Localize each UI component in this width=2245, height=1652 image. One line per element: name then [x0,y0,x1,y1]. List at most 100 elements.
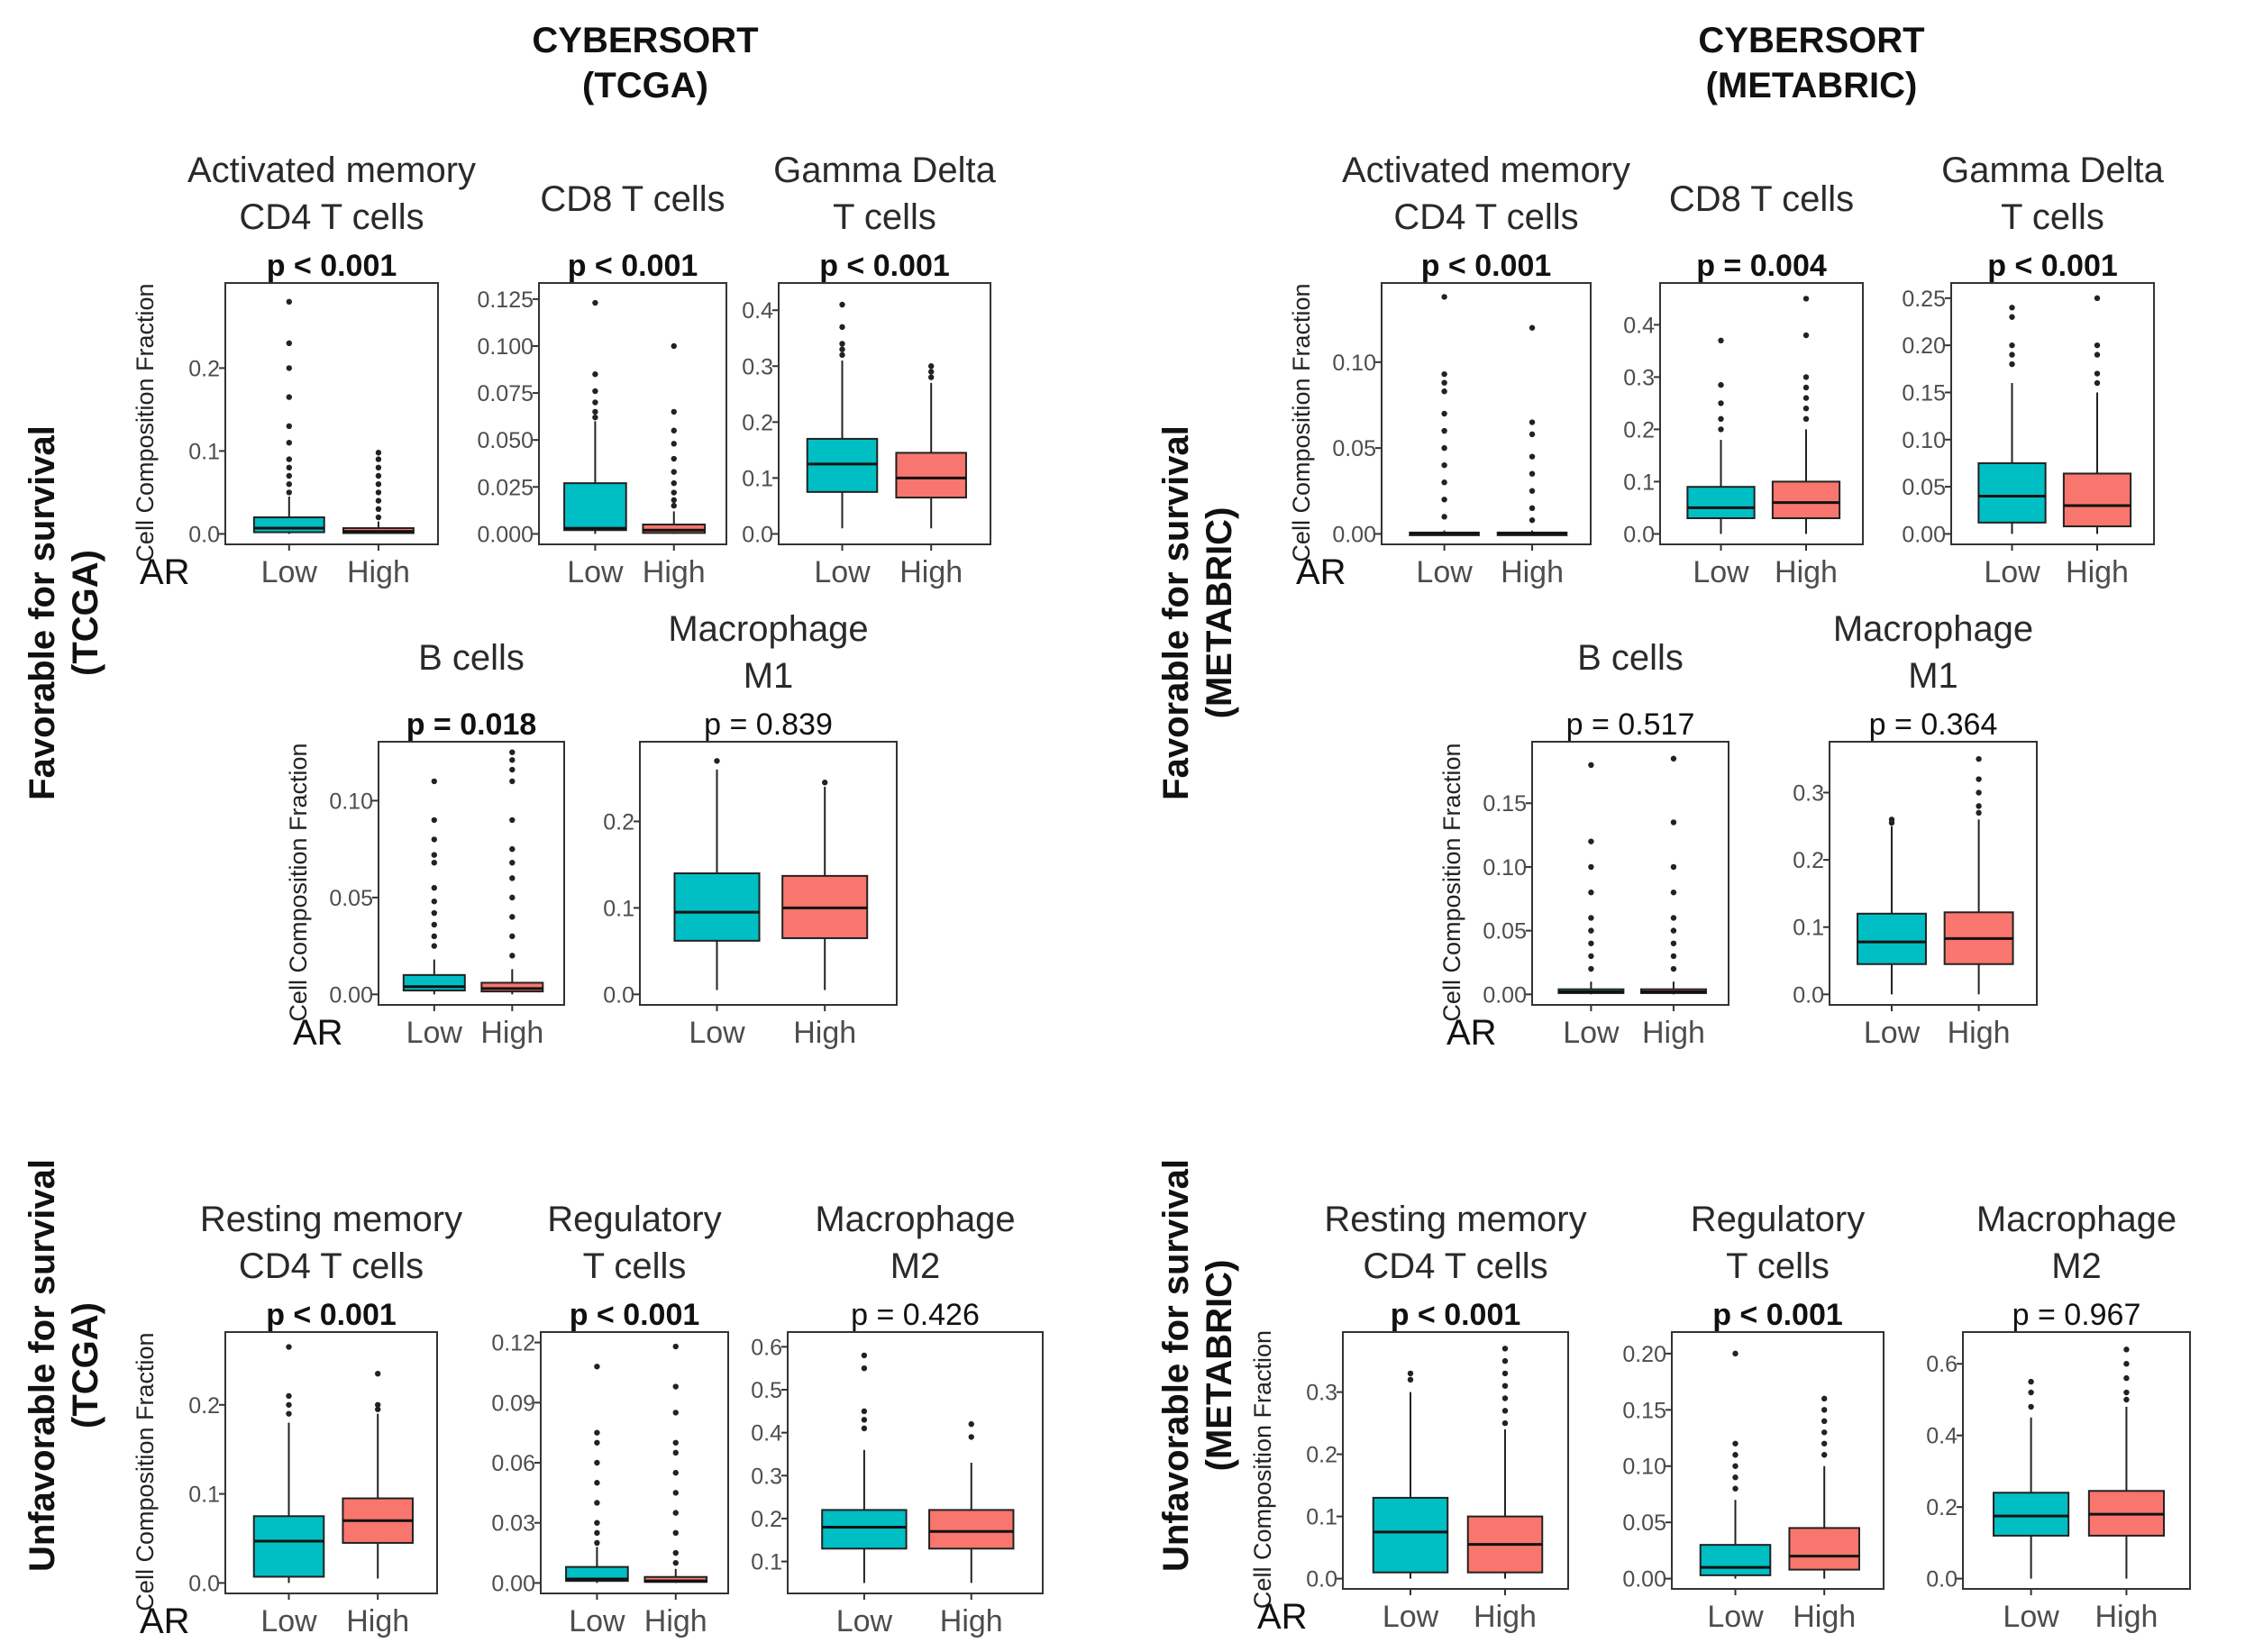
outlier-point [1501,1357,1509,1364]
outlier-point [672,1510,679,1516]
outlier-point [431,943,437,949]
outlier-point [1588,890,1594,896]
panel-title-line2: T cells [833,197,936,237]
boxplot-panel-1: CD8 T cells p < 0.001 0.000 0.025 0.050 0.075… [477,179,727,589]
row-label-favorable-tcga: Favorable for survival (TCGA) [23,425,105,800]
outlier-point [592,399,598,406]
y-tick-label: 0.4 [742,298,773,324]
y-tick-label: 0.05 [1622,1511,1666,1536]
x-category-label: High [1474,1600,1537,1634]
group-label-ar: AR [1446,1013,1497,1053]
outlier-point [1732,1350,1739,1357]
x-category-label: High [940,1604,1003,1638]
panel-title-line1: Resting memory [200,1200,462,1239]
outlier-point [2123,1396,2130,1403]
outlier-point [1588,953,1594,960]
box-body [252,516,325,534]
panel-frame [224,1331,438,1594]
box-high [342,1370,414,1579]
p-value-label: p < 0.001 [568,249,698,283]
outlier-point [2094,370,2101,377]
y-tick-label: 0.075 [477,381,534,406]
outlier-point [861,1417,868,1423]
y-tick-label: 0.2 [742,410,773,435]
outlier-point [509,914,516,920]
box-high [480,749,544,995]
box-body [402,973,466,992]
panel-title-line2: M2 [2051,1246,2102,1286]
box-body [673,872,761,942]
outlier-point [1441,444,1447,452]
y-tick-label: 0.0 [1793,982,1824,1008]
x-category-label: High [2094,1600,2158,1634]
box-high [642,342,707,534]
y-tick-label: 0.06 [491,1451,535,1476]
outlier-point [286,1401,292,1408]
outlier-point [375,1370,381,1377]
outlier-point [1718,337,1724,343]
outlier-point [431,884,437,891]
outlier-point [375,464,382,470]
y-tick-label: 0.2 [1793,848,1824,873]
panel-title-line2: CD8 T cells [1669,179,1854,219]
outlier-point [2094,295,2101,302]
y-tick-label: 0.4 [751,1421,782,1447]
outlier-point [1670,927,1677,934]
outlier-point [1976,755,1982,762]
outlier-point [509,778,516,785]
y-axis-title: Cell Composition Fraction [1249,1330,1276,1609]
p-value-label: p = 0.517 [1566,707,1695,742]
box-body [806,437,879,493]
outlier-point [1718,415,1724,422]
x-category-label: High [644,1604,707,1638]
outlier-point [672,1529,679,1537]
y-tick-label: 0.3 [1623,365,1655,390]
outlier-point [286,489,292,496]
outlier-point [1888,819,1895,826]
outlier-point [1588,863,1594,871]
x-category-label: High [1793,1600,1856,1634]
outlier-point [1732,1463,1739,1469]
outlier-point [1441,388,1447,395]
panel-title-line2: CD4 T cells [239,197,424,237]
outlier-point [1529,419,1536,425]
y-tick-label: 0.0 [1623,522,1655,547]
panel-title-line1: Gamma Delta [1941,151,2164,190]
outlier-point [594,1459,600,1466]
x-category-label: High [793,1016,856,1050]
outlier-point [286,340,292,346]
outlier-point [375,497,382,504]
x-category-label: High [899,555,963,589]
x-category-label: Low [836,1604,893,1638]
box-body [2062,472,2132,528]
box-high [2062,295,2132,534]
panel-title-line2: CD4 T cells [239,1246,424,1286]
panel-title-line2: M2 [890,1246,941,1286]
box-low [821,1352,908,1584]
outlier-point [286,1392,292,1400]
outlier-point [1732,1485,1739,1492]
box-body [1857,912,1927,965]
y-tick-label: 0.00 [1483,982,1527,1008]
outlier-point [714,758,720,764]
y-tick-label: 0.05 [1902,475,1946,500]
outlier-point [671,441,677,447]
outlier-point [2028,1403,2034,1410]
outlier-point [1441,379,1447,386]
outlier-point [594,1439,600,1446]
outlier-point [431,778,437,785]
outlier-point [2028,1378,2034,1385]
p-value-label: p = 0.364 [1869,707,1998,742]
outlier-point [1588,762,1594,769]
box-low [402,778,466,995]
box-high [342,450,415,534]
outlier-point [1670,915,1677,921]
outlier-point [1407,1376,1414,1383]
outlier-point [1441,479,1447,486]
outlier-point [671,455,677,462]
panel-title-line2: T cells [1726,1246,1830,1286]
outlier-point [509,845,516,853]
p-value-label: p < 0.001 [1391,1298,1521,1332]
y-tick-label: 0.3 [1793,780,1824,806]
